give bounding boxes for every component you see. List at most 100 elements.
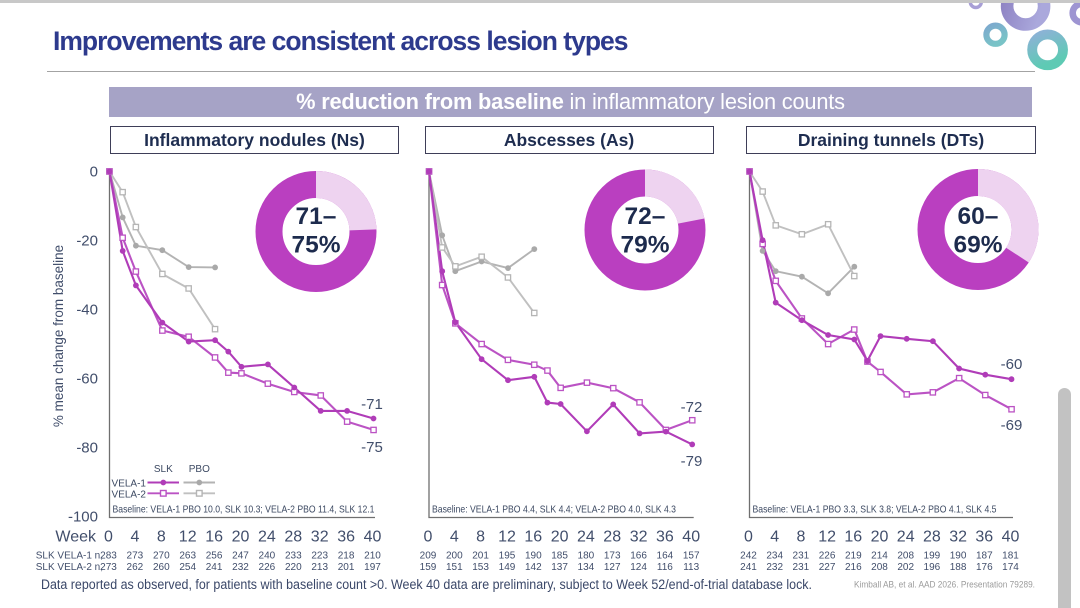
svg-text:72–: 72– [625,203,666,230]
svg-text:263: 263 [179,551,196,562]
svg-text:142: 142 [525,562,542,573]
svg-text:190: 190 [525,551,542,562]
svg-text:219: 219 [845,551,862,562]
svg-text:231: 231 [793,562,810,573]
svg-text:Baseline: VELA-1 PBO 3.3, SLK: Baseline: VELA-1 PBO 3.3, SLK 3.8; VELA-… [753,505,997,516]
svg-text:4: 4 [450,529,459,546]
svg-text:40: 40 [1002,529,1020,546]
svg-text:VELA-1: VELA-1 [112,479,147,490]
svg-text:-100: -100 [68,509,98,526]
svg-text:240: 240 [259,551,276,562]
svg-text:256: 256 [206,551,223,562]
svg-text:234: 234 [766,551,783,562]
svg-text:12: 12 [498,529,516,546]
svg-text:4: 4 [770,529,779,546]
svg-text:283: 283 [100,551,117,562]
svg-text:273: 273 [127,551,144,562]
svg-text:124: 124 [630,562,647,573]
svg-text:233: 233 [285,551,302,562]
svg-text:8: 8 [157,529,166,546]
svg-text:40: 40 [364,529,382,546]
svg-text:Week: Week [55,529,97,546]
svg-text:241: 241 [206,562,223,573]
svg-text:208: 208 [897,551,914,562]
svg-text:36: 36 [656,529,674,546]
svg-text:210: 210 [364,551,381,562]
svg-text:247: 247 [232,551,249,562]
svg-text:-40: -40 [76,302,98,319]
svg-text:190: 190 [950,551,967,562]
svg-text:159: 159 [420,562,437,573]
svg-text:% mean change from baseline: % mean change from baseline [51,245,66,427]
svg-text:270: 270 [153,551,170,562]
svg-text:SLK: SLK [154,464,173,475]
svg-text:241: 241 [740,562,757,573]
svg-text:185: 185 [551,551,568,562]
svg-text:164: 164 [657,551,674,562]
svg-text:232: 232 [232,562,249,573]
svg-text:0: 0 [90,164,98,181]
svg-text:Baseline: VELA-1 PBO 10.0, SLK: Baseline: VELA-1 PBO 10.0, SLK 10.3; VEL… [113,505,375,516]
svg-text:Baseline: VELA-1 PBO 4.4, SLK: Baseline: VELA-1 PBO 4.4, SLK 4.4; VELA-… [432,505,676,516]
svg-text:262: 262 [127,562,144,573]
svg-text:60–: 60– [958,203,999,230]
svg-text:28: 28 [923,529,941,546]
svg-text:242: 242 [740,551,757,562]
svg-text:75%: 75% [291,231,340,258]
svg-text:16: 16 [524,529,542,546]
svg-text:166: 166 [630,551,647,562]
svg-text:200: 200 [446,551,463,562]
svg-text:12: 12 [179,529,197,546]
svg-text:16: 16 [844,529,862,546]
svg-text:180: 180 [578,551,595,562]
svg-text:197: 197 [364,562,381,573]
svg-text:214: 214 [871,551,888,562]
svg-text:226: 226 [819,551,836,562]
svg-text:32: 32 [630,529,648,546]
svg-text:216: 216 [845,562,862,573]
svg-text:Kimball AB, et al. AAD 2026. P: Kimball AB, et al. AAD 2026. Presentatio… [854,580,1035,591]
svg-text:201: 201 [472,551,489,562]
svg-text:VELA-2: VELA-2 [112,490,147,501]
svg-text:24: 24 [897,529,915,546]
svg-text:149: 149 [499,562,516,573]
svg-text:20: 20 [551,529,569,546]
svg-text:SLK VELA-2 n,: SLK VELA-2 n, [36,562,103,573]
svg-text:-60: -60 [1001,356,1023,373]
svg-text:-69: -69 [1001,417,1023,434]
svg-text:8: 8 [476,529,485,546]
svg-text:-20: -20 [76,233,98,250]
svg-text:0: 0 [424,529,433,546]
svg-text:220: 220 [285,562,302,573]
svg-text:176: 176 [976,562,993,573]
svg-text:20: 20 [871,529,889,546]
svg-text:188: 188 [950,562,967,573]
svg-text:199: 199 [924,551,941,562]
svg-text:16: 16 [205,529,223,546]
svg-text:232: 232 [766,562,783,573]
svg-text:157: 157 [683,551,700,562]
svg-text:218: 218 [338,551,355,562]
svg-text:12: 12 [818,529,836,546]
svg-text:24: 24 [577,529,595,546]
svg-text:79%: 79% [620,231,669,258]
svg-text:273: 273 [100,562,117,573]
svg-text:231: 231 [793,551,810,562]
svg-text:28: 28 [603,529,621,546]
svg-text:32: 32 [311,529,329,546]
svg-text:36: 36 [337,529,355,546]
svg-text:0: 0 [744,529,753,546]
svg-text:36: 36 [975,529,993,546]
svg-text:4: 4 [130,529,139,546]
svg-text:113: 113 [683,562,699,573]
svg-text:134: 134 [578,562,595,573]
svg-text:173: 173 [604,551,621,562]
svg-text:SLK VELA-1 n,: SLK VELA-1 n, [36,551,103,562]
svg-text:227: 227 [819,562,836,573]
svg-text:196: 196 [924,562,941,573]
svg-text:127: 127 [604,562,621,573]
svg-text:20: 20 [232,529,250,546]
svg-text:32: 32 [949,529,967,546]
svg-text:202: 202 [897,562,914,573]
svg-text:0: 0 [104,529,113,546]
